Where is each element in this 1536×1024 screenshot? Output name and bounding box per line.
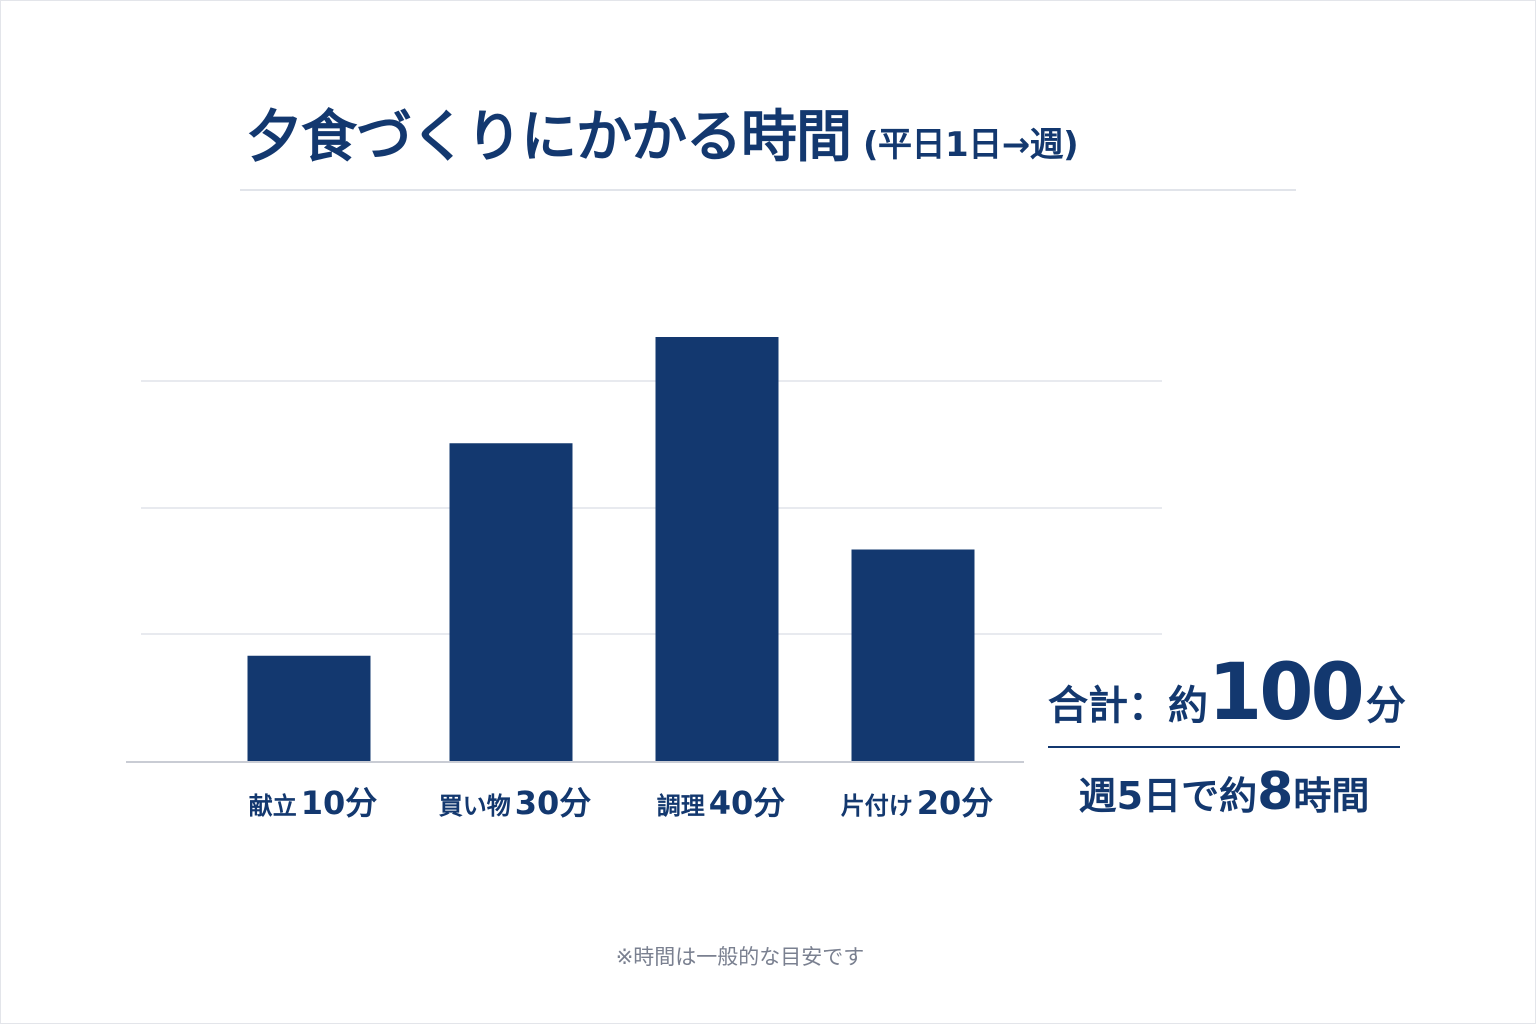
- summary-week-value: 8: [1257, 762, 1294, 822]
- chart-title: 夕食づくりにかかる時間 (平日1日→週): [246, 92, 1079, 173]
- chart-title-sub: (平日1日→週): [863, 125, 1079, 165]
- bar-3: [655, 337, 779, 762]
- summary-total: 合計：約100 分: [1048, 654, 1406, 738]
- category-label-2: 買い物: [439, 792, 511, 820]
- category-label-3: 調理: [657, 792, 705, 820]
- footnote: ※時間は一般的な目安です: [615, 945, 865, 969]
- summary-panel: 合計：約100 分 週5日で約8時間: [1048, 654, 1406, 818]
- value-label-2: 30分: [515, 784, 592, 822]
- summary-week: 週5日で約8時間: [1048, 766, 1400, 818]
- title-divider: [240, 189, 1296, 191]
- summary-total-label: 合計：約: [1048, 683, 1208, 729]
- value-label-4: 20分: [917, 784, 994, 822]
- category-label-4: 片付け: [841, 792, 913, 820]
- bar-1: [247, 655, 371, 762]
- value-label-1: 10分: [301, 784, 378, 822]
- value-label-3: 40分: [709, 784, 786, 822]
- summary-week-label-b: 時間: [1293, 774, 1370, 818]
- chart-title-main: 夕食づくりにかかる時間: [246, 105, 852, 170]
- x-tick-label-1: 献立 10分: [249, 784, 378, 822]
- summary-total-value: 100: [1208, 648, 1365, 738]
- bar-4: [851, 549, 975, 762]
- summary-total-unit: 分: [1365, 683, 1406, 729]
- summary-divider: [1048, 746, 1400, 748]
- x-tick-label-3: 調理 40分: [657, 784, 786, 822]
- x-tick-label-2: 買い物 30分: [439, 784, 592, 822]
- summary-week-label-a: 週5日で約: [1078, 774, 1258, 818]
- x-tick-label-4: 片付け 20分: [841, 784, 994, 822]
- bar-2: [449, 443, 573, 762]
- category-label-1: 献立: [249, 792, 297, 820]
